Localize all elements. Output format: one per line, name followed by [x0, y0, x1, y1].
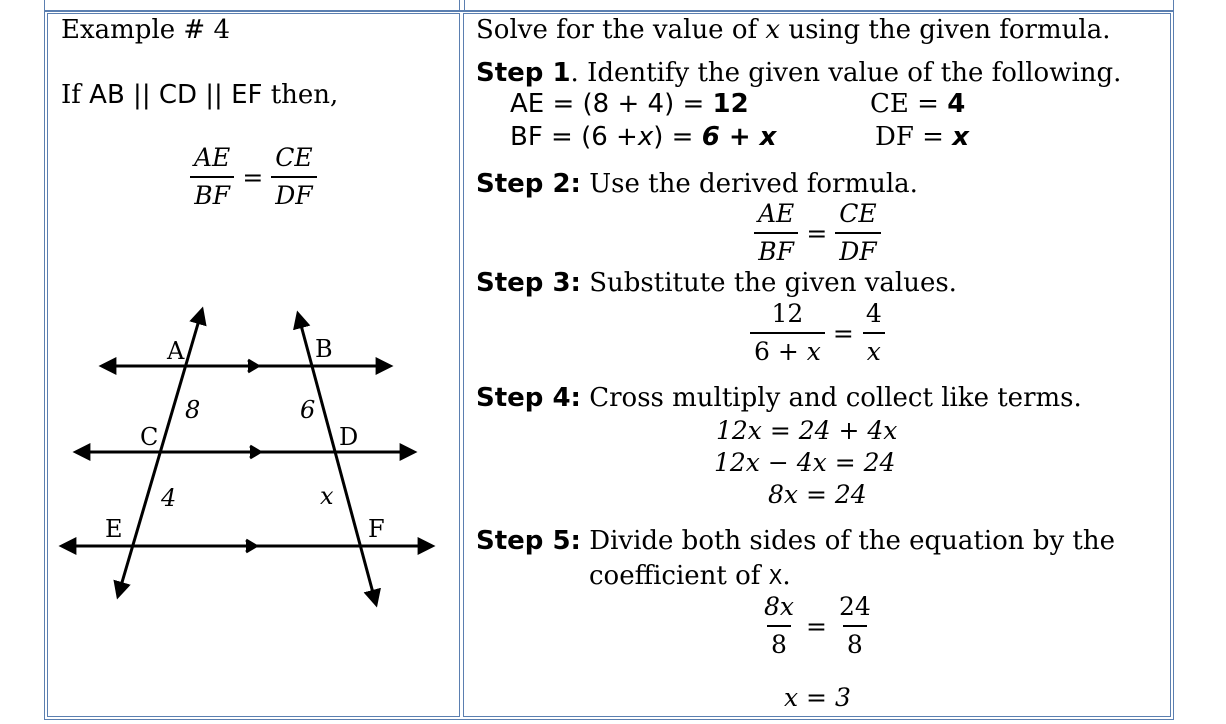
- df-result: x: [952, 122, 969, 152]
- table-outer-border: [44, 10, 1174, 720]
- intro-post: using the given formula.: [788, 15, 1111, 45]
- df-value: DF = x: [875, 122, 969, 152]
- step5-line: Step 5: Divide both sides of the equatio…: [476, 526, 1115, 556]
- step3-line: Step 3: Substitute the given values.: [476, 268, 957, 298]
- top-divider: [459, 0, 465, 12]
- step5-line-2: coefficient of X.: [589, 561, 791, 592]
- step5-d2: 8: [842, 625, 867, 659]
- step5-d1: 8: [767, 625, 791, 659]
- step4-equation-1: 12x = 24 + 4x: [716, 416, 898, 445]
- step2-n2: CE: [839, 199, 877, 228]
- step5-label: Step 5:: [476, 526, 581, 556]
- step3-d1-const: 6 +: [754, 337, 807, 366]
- left-formula-d2: DF: [271, 176, 317, 210]
- step4-label: Step 4:: [476, 383, 581, 413]
- step1-label: Step 1: [476, 58, 571, 88]
- ce-expression: CE =: [870, 89, 939, 119]
- left-formula: AE BF = CE DF: [190, 144, 317, 210]
- step4-text: Cross multiply and collect like terms.: [589, 383, 1082, 413]
- label-d: D: [339, 423, 358, 451]
- right-cell: [463, 13, 1171, 717]
- step5-text: Divide both sides of the equation by the: [589, 526, 1115, 556]
- step5-formula: 8x 8 = 24 8: [760, 593, 875, 659]
- step1-text: . Identify the given value of the follow…: [570, 58, 1122, 88]
- bf-var: x: [637, 122, 654, 152]
- segment-ce-length: 4: [160, 484, 176, 512]
- then-word: then,: [270, 80, 339, 110]
- step5-period: .: [782, 561, 791, 591]
- left-formula-n2: CE: [275, 143, 313, 172]
- step3-n2: 4: [865, 299, 882, 328]
- bf-result: 6 + x: [701, 122, 777, 152]
- ce-result: 4: [947, 89, 966, 119]
- parallel-lines-text: AB || CD || EF: [89, 80, 263, 110]
- bf-mid: ) =: [653, 122, 694, 152]
- step3-text: Substitute the given values.: [589, 268, 957, 298]
- tick-cd: [249, 444, 263, 460]
- table-top-border: [44, 0, 1174, 12]
- step3-n1: 12: [771, 299, 804, 328]
- step3-label: Step 3:: [476, 268, 581, 298]
- step4-equation-3: 8x = 24: [768, 480, 867, 509]
- step4-equation-2: 12x − 4x = 24: [714, 448, 896, 477]
- step3-equals: =: [832, 318, 854, 348]
- step4-line: Step 4: Cross multiply and collect like …: [476, 383, 1082, 413]
- ce-value: CE = 4: [870, 89, 965, 119]
- label-e: E: [105, 515, 123, 543]
- transversal-left: [113, 306, 207, 600]
- ae-value: AE = (8 + 4) = 12: [510, 89, 749, 119]
- segment-ac-length: 8: [185, 396, 200, 424]
- step5-n1: 8x: [764, 592, 795, 621]
- step3-d2: x: [862, 332, 885, 366]
- label-f: F: [368, 515, 385, 543]
- left-formula-d1: BF: [190, 176, 235, 210]
- step1-line: Step 1. Identify the given value of the …: [476, 58, 1121, 88]
- step2-formula: AE BF = CE DF: [754, 200, 881, 266]
- transversal-diagram: A B C D E F 8 6 4 x: [58, 306, 436, 608]
- step5-var: X: [768, 565, 783, 589]
- step5-text-2: coefficient of: [589, 561, 761, 591]
- bf-value: BF = (6 +x) = 6 + x: [510, 122, 776, 152]
- step5-n2: 24: [838, 592, 871, 621]
- intro-var: x: [765, 15, 781, 45]
- segment-df-length: x: [320, 482, 334, 510]
- segment-bd-length: 6: [300, 396, 315, 424]
- ae-result: 12: [712, 89, 749, 119]
- step3-d1-var: x: [806, 337, 821, 366]
- step2-equals: =: [806, 218, 828, 248]
- left-formula-n1: AE: [194, 143, 231, 172]
- label-a: A: [166, 337, 185, 365]
- step3-formula: 12 6 + x = 4 x: [750, 300, 886, 366]
- bf-expression: BF = (6 +: [510, 122, 638, 152]
- step2-label: Step 2:: [476, 169, 581, 199]
- left-cell: [47, 13, 460, 717]
- tick-ef: [245, 538, 259, 554]
- step2-line: Step 2: Use the derived formula.: [476, 169, 918, 199]
- example-heading: Example # 4: [61, 15, 230, 45]
- if-word: If: [61, 80, 81, 110]
- step2-n1: AE: [758, 199, 795, 228]
- final-answer: x = 3: [784, 683, 851, 712]
- tick-ab: [247, 358, 261, 374]
- transversal-right: [293, 310, 381, 608]
- ae-expression: AE = (8 + 4) =: [510, 89, 705, 119]
- intro-pre: Solve for the value of: [476, 15, 758, 45]
- intro-line: Solve for the value of x using the given…: [476, 15, 1110, 45]
- step2-d2: DF: [835, 232, 881, 266]
- label-c: C: [140, 423, 158, 451]
- label-b: B: [315, 335, 333, 363]
- df-expression: DF =: [875, 122, 944, 152]
- left-formula-equals: =: [242, 162, 264, 192]
- step5-equals: =: [806, 611, 827, 641]
- parallel-statement: If AB || CD || EF then,: [61, 80, 338, 110]
- step2-d1: BF: [754, 232, 799, 266]
- step2-text: Use the derived formula.: [589, 169, 918, 199]
